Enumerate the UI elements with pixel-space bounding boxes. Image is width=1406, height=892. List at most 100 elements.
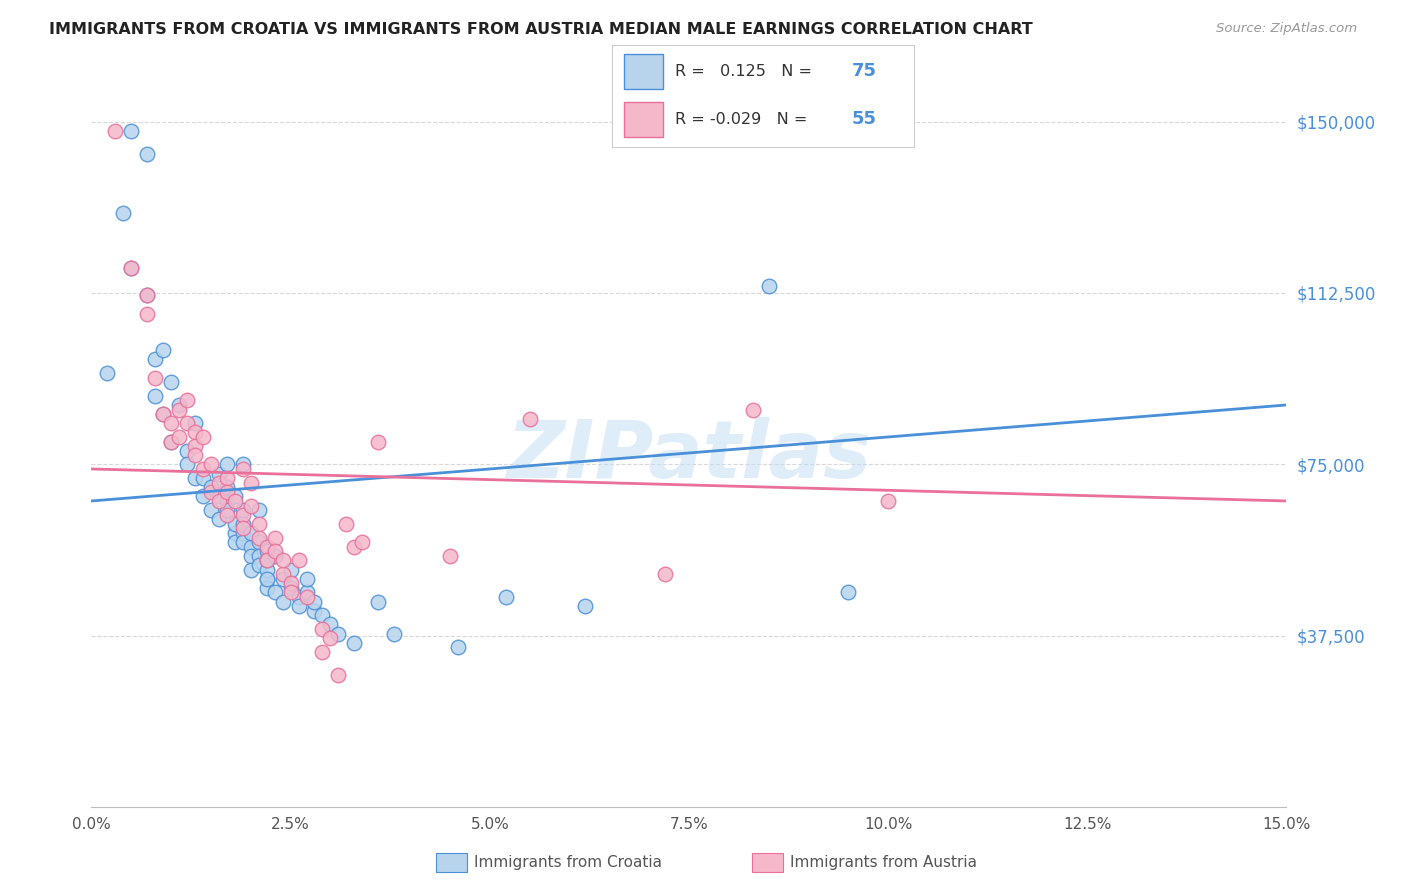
Point [160, 434, 183, 449]
Point [519, 411, 541, 425]
Text: Source: ZipAtlas.com: Source: ZipAtlas.com [1216, 22, 1357, 36]
Point [184, 471, 207, 485]
Text: R =   0.125   N =: R = 0.125 N = [675, 63, 817, 78]
Point [256, 581, 278, 595]
Point [280, 576, 302, 591]
Text: Immigrants from Austria: Immigrants from Austria [790, 855, 977, 870]
Point [319, 631, 342, 645]
Point [208, 489, 231, 503]
Point [112, 206, 135, 220]
Bar [624, 102, 664, 137]
Point [295, 572, 318, 586]
Point [232, 503, 254, 517]
Point [304, 604, 326, 618]
Point [367, 594, 389, 608]
Point [232, 508, 254, 522]
Point [367, 434, 389, 449]
Point [447, 640, 470, 655]
Point [287, 553, 309, 567]
Point [215, 494, 238, 508]
Point [176, 393, 198, 408]
Point [152, 407, 174, 421]
Point [343, 540, 366, 554]
Point [263, 585, 285, 599]
Point [328, 667, 350, 681]
Point [280, 581, 302, 595]
Point [200, 503, 222, 517]
Point [263, 549, 285, 563]
Point [208, 467, 231, 481]
Point [160, 375, 183, 389]
Point [224, 516, 246, 531]
Point [232, 521, 254, 535]
Point [224, 489, 246, 503]
Point [200, 480, 222, 494]
Point [232, 462, 254, 476]
Point [439, 549, 461, 563]
Point [136, 306, 159, 320]
Point [247, 549, 270, 563]
Point [328, 626, 350, 640]
Point [311, 645, 333, 659]
Point [176, 416, 198, 430]
Point [239, 562, 262, 576]
Point [167, 402, 190, 417]
Point [215, 503, 238, 517]
Point [208, 475, 231, 490]
Point [120, 260, 142, 275]
Point [143, 370, 166, 384]
Point [167, 398, 190, 412]
Point [208, 494, 231, 508]
Point [256, 544, 278, 558]
Point [247, 535, 270, 549]
Point [232, 535, 254, 549]
Point [152, 407, 174, 421]
Text: 75: 75 [852, 62, 877, 80]
Point [120, 123, 142, 137]
Point [239, 499, 262, 513]
Text: 55: 55 [852, 111, 877, 128]
Point [311, 608, 333, 623]
Point [176, 443, 198, 458]
Point [224, 525, 246, 540]
Point [96, 366, 118, 380]
Point [335, 516, 357, 531]
Point [382, 626, 405, 640]
Point [136, 288, 159, 302]
Point [271, 567, 294, 582]
Text: ZIPatlas: ZIPatlas [506, 417, 872, 495]
Point [280, 585, 302, 599]
Point [224, 535, 246, 549]
Text: IMMIGRANTS FROM CROATIA VS IMMIGRANTS FROM AUSTRIA MEDIAN MALE EARNINGS CORRELAT: IMMIGRANTS FROM CROATIA VS IMMIGRANTS FR… [49, 22, 1033, 37]
Point [247, 516, 270, 531]
Point [215, 484, 238, 499]
Point [200, 484, 222, 499]
Point [263, 544, 285, 558]
Point [654, 567, 676, 582]
Point [758, 279, 780, 293]
Point [256, 553, 278, 567]
Point [239, 540, 262, 554]
Point [160, 416, 183, 430]
Point [191, 462, 214, 476]
Point [877, 494, 900, 508]
Point [184, 416, 207, 430]
Point [352, 535, 374, 549]
Point [256, 572, 278, 586]
Point [232, 525, 254, 540]
Point [256, 540, 278, 554]
Point [104, 123, 127, 137]
Point [295, 590, 318, 604]
Point [184, 425, 207, 440]
Point [224, 494, 246, 508]
Point [295, 585, 318, 599]
Point [239, 525, 262, 540]
Point [136, 146, 159, 161]
Point [495, 590, 517, 604]
Point [200, 458, 222, 472]
Point [136, 288, 159, 302]
Point [239, 549, 262, 563]
Point [184, 439, 207, 453]
Point [311, 622, 333, 636]
Point [343, 635, 366, 649]
